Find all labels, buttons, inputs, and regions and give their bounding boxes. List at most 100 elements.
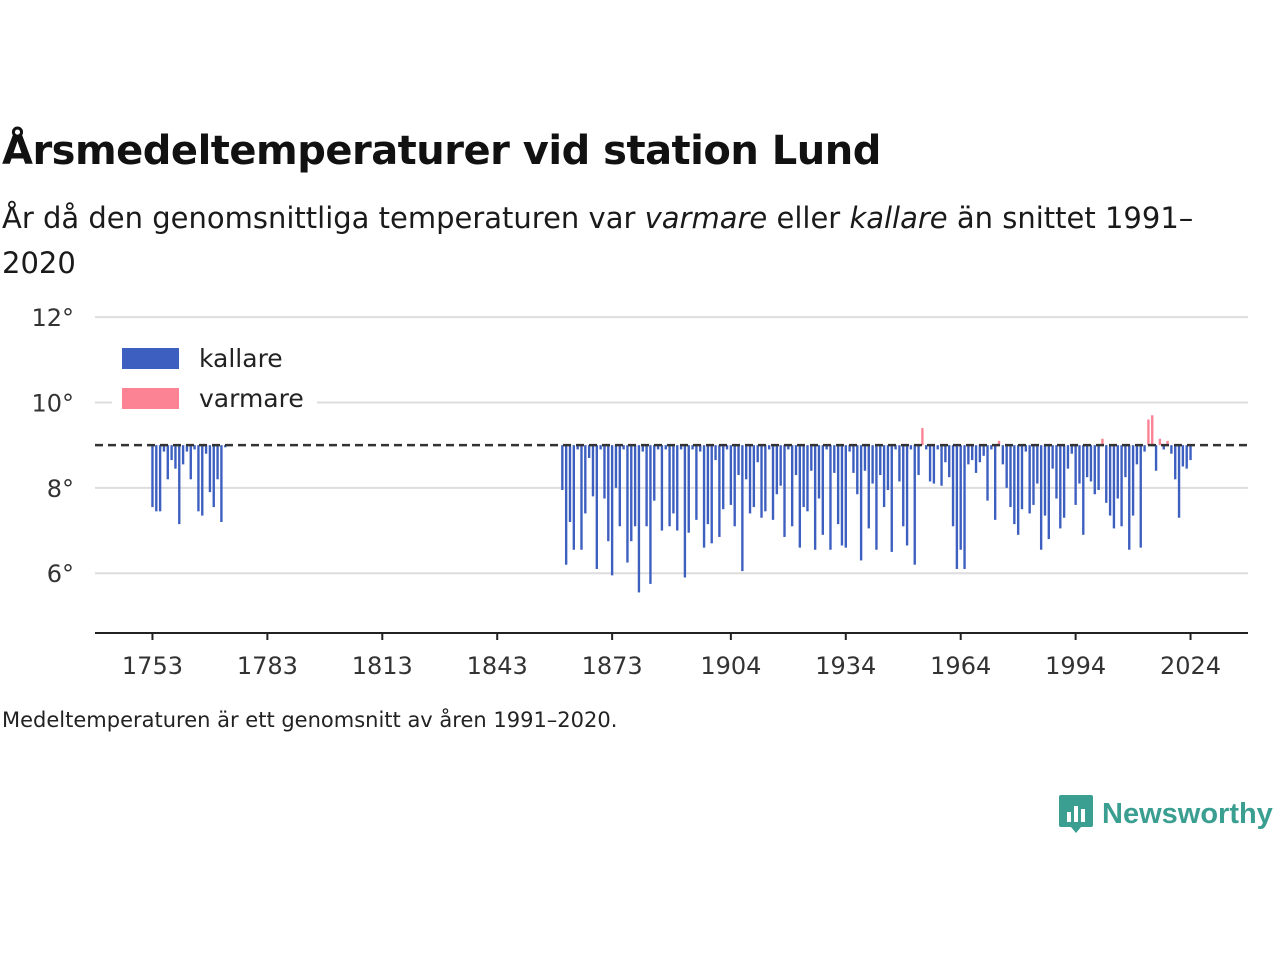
bar-1969 [978,445,982,463]
footnote: Medeltemperaturen är ett genomsnitt av å… [2,708,618,732]
subtitle-cold-word: kallare [849,201,948,235]
bar-1866 [584,445,587,514]
bar-2023 [1185,445,1188,469]
bar-1962 [951,445,955,527]
bar-1862 [568,445,572,522]
x-tick-label: 2024 [1160,652,1221,680]
bar-1964 [959,445,962,550]
bar-1994 [1074,445,1077,505]
bar-1753 [151,445,154,508]
bar-2016 [1158,438,1162,446]
bar-2015 [1154,445,1158,471]
bar-2007 [1124,445,1127,478]
x-tick-label: 1813 [352,652,413,680]
bar-1876 [622,445,625,450]
temperature-bar-chart: 6° 8° 10° 12° 1753 1783 1813 1843 1873 1904 1934 19… [31,304,1248,680]
bar-2000 [1097,445,1100,490]
bar-1951 [909,445,913,450]
bar-1984 [1036,445,1039,484]
bar-1927 [817,445,821,499]
bar-1953 [917,445,920,476]
x-tick-label: 1843 [467,652,528,680]
bar-1881 [641,445,644,452]
bar-1755 [158,445,162,512]
bar-1955 [925,445,928,450]
bar-1869 [595,445,598,569]
bar-1893 [687,445,690,533]
bar-1911 [756,445,759,463]
bar-1949 [902,445,905,527]
bar-1958 [936,445,939,450]
bar-2019 [1170,445,1173,454]
y-tick-label: 10° [31,389,74,417]
legend: kallare varmare [112,336,317,418]
bar-1999 [1093,445,1096,495]
bar-1992 [1066,445,1070,469]
bar-1943 [879,445,882,476]
bar-1967 [971,445,974,461]
bar-1878 [630,445,633,542]
bar-1903 [725,445,729,450]
bar-1928 [821,445,824,535]
bar-1920 [790,445,794,527]
bar-1758 [170,445,173,461]
bar-1997 [1085,445,1089,478]
bar-1925 [810,445,813,471]
y-tick-label: 12° [31,304,74,332]
bar-1906 [737,445,740,476]
bar-1957 [932,445,936,484]
bar-1917 [779,445,782,486]
x-tick-label: 1934 [815,652,876,680]
bar-1959 [940,445,943,486]
bar-2014 [1151,415,1154,446]
subtitle-warm-word: varmare [644,201,768,235]
bar-1900 [714,445,717,461]
bar-1952 [913,445,916,565]
bar-1972 [990,445,993,450]
bar-1890 [676,445,679,531]
bar-1874 [614,445,618,488]
bar-1931 [833,445,836,473]
bar-1914 [767,445,771,450]
bars [151,415,1192,593]
x-tick-label: 1964 [930,652,991,680]
bar-1877 [626,445,629,563]
bar-2021 [1177,445,1181,518]
bar-1892 [683,445,687,578]
bar-1879 [633,445,637,527]
bar-1904 [729,445,733,505]
bar-1913 [764,445,767,512]
bar-1979 [1016,445,1020,535]
bar-1989 [1055,445,1058,499]
brand-logo: Newsworthy [1058,790,1273,838]
bar-1950 [905,445,909,546]
legend-label-kallare: kallare [199,344,283,373]
bar-1896 [699,445,702,452]
bar-1941 [871,445,874,484]
bar-1922 [798,445,802,548]
bar-1961 [948,445,951,478]
bar-1973 [993,445,997,520]
legend-swatch-varmare [122,388,179,409]
bar-1767 [204,445,208,454]
bar-2005 [1116,445,1119,499]
bar-1765 [197,445,200,512]
bar-1985 [1039,445,1043,550]
bar-2008 [1128,445,1131,550]
bar-1901 [718,445,721,537]
bar-1936 [852,445,855,473]
bar-1762 [185,445,189,452]
bar-1942 [875,445,878,550]
x-tick-label: 1873 [582,652,643,680]
bar-1754 [155,445,158,512]
bar-2003 [1108,445,1112,516]
bar-1986 [1043,445,1047,516]
bar-1929 [825,445,828,450]
bar-1912 [760,445,763,518]
bar-1771 [220,445,223,522]
bar-1932 [836,445,840,525]
bar-1905 [733,445,736,527]
bar-1871 [603,445,606,499]
bar-1916 [775,445,779,495]
subtitle-text-1: År då den genomsnittliga temperaturen va… [2,201,645,235]
